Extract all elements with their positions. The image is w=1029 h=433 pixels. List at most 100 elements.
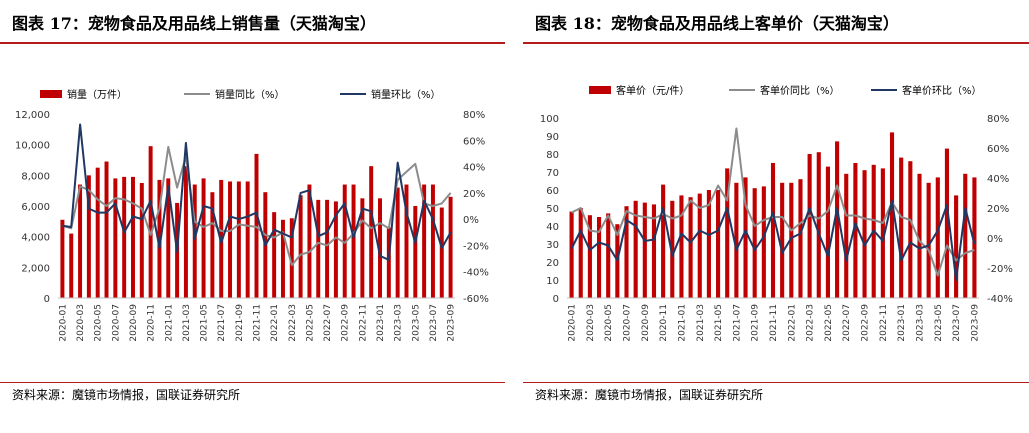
bar xyxy=(360,198,365,298)
right-axis-tick-label: -40% xyxy=(463,268,489,279)
x-axis-tick-label: 2020-11 xyxy=(659,304,669,342)
bar xyxy=(192,184,197,298)
title-rule xyxy=(523,42,1029,44)
bar xyxy=(307,184,312,298)
left-axis-tick-label: 0 xyxy=(553,294,559,305)
bar xyxy=(342,184,347,298)
bar xyxy=(587,215,592,298)
x-axis-tick-label: 2021-03 xyxy=(182,304,192,342)
x-axis-tick-label: 2020-05 xyxy=(94,304,104,342)
x-axis-tick-label: 2021-03 xyxy=(696,304,706,342)
bar xyxy=(86,175,91,298)
right-axis-tick-label: -20% xyxy=(463,241,489,252)
bar xyxy=(670,200,675,298)
bar xyxy=(889,132,895,298)
bar xyxy=(661,184,666,298)
bar xyxy=(899,157,904,298)
bar xyxy=(430,184,435,298)
x-axis-tick-label: 2020-03 xyxy=(586,304,596,342)
x-axis-tick-label: 2020-09 xyxy=(641,304,651,342)
bar xyxy=(448,196,453,298)
bar xyxy=(131,176,135,298)
bar xyxy=(369,166,374,298)
bar xyxy=(254,153,259,298)
bar xyxy=(752,188,757,298)
bar xyxy=(104,161,109,298)
bar xyxy=(908,161,913,298)
legend-yoy-label: 销量同比（%） xyxy=(215,88,285,101)
bar xyxy=(289,218,294,298)
unit-price-chart: 客单价（元/件） 客单价同比（%） 客单价环比（%） 0 10 20 30 40 50 60 70 8… xyxy=(540,84,1013,342)
left-axis-tick-label: 90 xyxy=(546,132,559,143)
right-axis-tick-label: 0% xyxy=(987,234,1003,245)
x-axis-tick-label: 2023-07 xyxy=(952,304,962,342)
bar xyxy=(201,178,206,298)
bar xyxy=(413,206,418,298)
legend-yoy-label: 客单价同比（%） xyxy=(760,84,840,97)
left-axis-tick-label: 12,000 xyxy=(15,110,50,121)
bar xyxy=(633,200,638,298)
right-axis-tick-label: 20% xyxy=(987,204,1009,215)
bar xyxy=(333,201,338,298)
bar xyxy=(166,178,171,298)
x-axis-tick-label: 2022-09 xyxy=(341,304,351,342)
right-axis-tick-label: 60% xyxy=(463,136,485,147)
legend-bar-label: 客单价（元/件） xyxy=(616,84,689,97)
title-rule xyxy=(0,42,505,44)
source-rule xyxy=(0,382,505,383)
bar xyxy=(825,166,830,298)
bar xyxy=(862,170,867,298)
bar xyxy=(624,206,629,298)
x-axis-tick-label: 2021-07 xyxy=(732,304,742,342)
x-axis-tick-label: 2022-11 xyxy=(358,304,368,342)
x-axis-tick-label: 2021-05 xyxy=(714,304,724,342)
x-axis-tick-label: 2023-09 xyxy=(447,304,457,342)
x-axis-tick-label: 2021-09 xyxy=(751,304,761,342)
x-axis-tick-label: 2021-05 xyxy=(200,304,210,342)
bar xyxy=(807,154,812,298)
x-axis-tick-label: 2021-01 xyxy=(164,304,174,342)
bar xyxy=(596,217,602,298)
bar xyxy=(606,213,611,298)
bar xyxy=(316,199,321,298)
x-axis-tick-label: 2023-01 xyxy=(897,304,907,342)
x-axis-tick-label: 2022-09 xyxy=(861,304,871,342)
bar xyxy=(679,195,684,298)
chart-title: 图表 18：宠物食品及用品线上客单价（天猫淘宝） xyxy=(535,14,899,33)
bar xyxy=(725,168,730,298)
bar xyxy=(770,163,776,298)
bar xyxy=(395,187,400,298)
right-axis-tick-label: 60% xyxy=(987,144,1009,155)
left-axis-tick-label: 0 xyxy=(44,294,50,305)
bar xyxy=(835,141,840,298)
bar xyxy=(789,182,794,298)
x-axis-tick-label: 2022-05 xyxy=(824,304,834,342)
x-axis-tick-label: 2020-01 xyxy=(58,304,68,342)
bar xyxy=(844,173,849,298)
x-axis-tick-label: 2020-05 xyxy=(604,304,614,342)
x-axis-tick-label: 2020-11 xyxy=(147,304,157,342)
legend-mom-label: 客单价环比（%） xyxy=(902,84,982,97)
x-axis-tick-label: 2023-05 xyxy=(934,304,944,342)
bar xyxy=(95,167,100,298)
yoy-series-line xyxy=(62,145,452,267)
left-axis-tick-label: 8,000 xyxy=(21,171,50,182)
bar xyxy=(60,219,65,298)
x-axis-tick-label: 2021-09 xyxy=(235,304,245,342)
x-axis-tick-label: 2022-01 xyxy=(787,304,797,342)
left-axis-tick-label: 4,000 xyxy=(21,233,50,244)
bar xyxy=(963,173,968,298)
bar xyxy=(422,184,427,298)
x-axis-tick-label: 2023-03 xyxy=(915,304,925,342)
bar xyxy=(734,182,739,298)
bar xyxy=(926,182,931,298)
bar xyxy=(880,168,885,298)
bar xyxy=(139,183,144,298)
x-axis-tick-label: 2021-11 xyxy=(769,304,779,342)
bar xyxy=(578,208,583,298)
bar xyxy=(245,181,250,298)
bar xyxy=(780,182,785,298)
bar xyxy=(236,181,241,298)
left-axis-tick-label: 20 xyxy=(546,258,559,269)
x-axis-tick-label: 2023-03 xyxy=(394,304,404,342)
